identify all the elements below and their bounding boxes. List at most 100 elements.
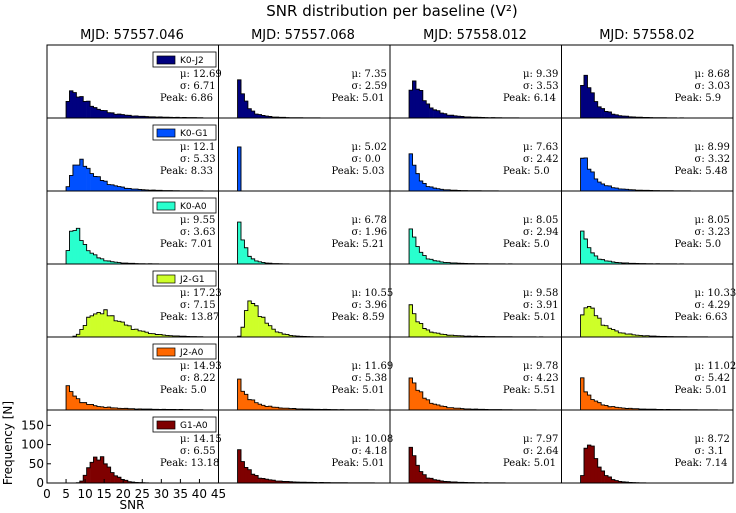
bar-r6-c2-4 (247, 469, 252, 483)
outline-r1-c1 (65, 90, 204, 119)
bar-r6-c3-9 (436, 480, 441, 483)
bar-r4-c3-16 (460, 335, 465, 337)
bar-r6-c2-3 (244, 467, 249, 483)
mu-r3-c1: μ: 9.55 (180, 215, 215, 226)
bar-r4-c1-26 (151, 333, 156, 337)
legend-label-1: K0-J2 (180, 56, 204, 66)
bar-r6-c2-13 (278, 481, 283, 483)
bar-r6-c3-11 (443, 481, 448, 483)
bar-r4-c4-20 (645, 335, 650, 337)
sigma-r6-c1: σ: 6.55 (180, 446, 216, 457)
bar-r1-c4-2 (583, 75, 588, 118)
bar-r5-c1-10 (96, 406, 101, 410)
bar-r3-c2-2 (240, 239, 245, 264)
bar-r3-c4-12 (618, 262, 623, 264)
legend-label-6: G1-A0 (180, 421, 208, 431)
bar-r1-c4-14 (625, 116, 629, 118)
legend-swatch-3 (156, 201, 176, 211)
sigma-r2-c1: σ: 5.33 (180, 154, 216, 165)
bar-r1-c1-8 (90, 106, 94, 118)
bar-r3-c2-1 (237, 222, 242, 264)
bar-r4-c2-8 (261, 317, 266, 337)
bar-r5-c1-13 (107, 407, 111, 410)
bar-r3-c3-2 (412, 237, 417, 264)
bar-r2-c4-3 (587, 169, 592, 191)
bar-r5-c4-1 (580, 377, 585, 410)
bar-r5-c2-18 (295, 408, 300, 410)
bar-r2-c1-2 (69, 175, 74, 191)
mu-r3-c3: μ: 8.05 (523, 215, 558, 226)
bar-r1-c2-10 (268, 116, 273, 118)
bar-r4-c3-15 (457, 335, 461, 337)
bar-r2-c4-14 (625, 189, 629, 191)
peak-r4-c4: Peak: 6.63 (675, 312, 728, 323)
bar-r4-c2-3 (244, 310, 249, 337)
bar-r3-c2-7 (258, 261, 262, 264)
bar-r2-c4-8 (604, 185, 609, 191)
x-tick-label-4: 15 (97, 487, 112, 501)
bar-r5-c3-18 (467, 408, 472, 410)
bar-r4-c3-10 (439, 334, 444, 337)
bar-r1-c4-11 (614, 114, 619, 118)
bar-r6-c2-8 (261, 478, 266, 483)
bar-r2-c1-17 (120, 187, 125, 191)
bar-r4-c2-14 (282, 334, 286, 337)
peak-r6-c2: Peak: 5.01 (332, 458, 385, 469)
bar-r4-c3-9 (436, 333, 441, 337)
bar-r5-c2-17 (292, 408, 297, 410)
bar-r3-c3-8 (433, 260, 437, 264)
bar-r4-c2-5 (251, 303, 256, 337)
bar-r1-c3-13 (450, 115, 454, 118)
bar-r5-c2-14 (282, 408, 286, 410)
mu-r4-c2: μ: 10.55 (352, 288, 394, 299)
x-tick-label-8: 35 (173, 487, 188, 501)
bar-r6-c4-10 (611, 479, 616, 483)
peak-r1-c2: Peak: 5.01 (332, 93, 385, 104)
bar-r5-c2-10 (268, 406, 273, 410)
sigma-r4-c4: σ: 4.29 (695, 300, 731, 311)
bar-r5-c1-1 (66, 385, 70, 410)
bar-r4-c4-11 (614, 330, 619, 337)
bar-r3-c1-8 (90, 253, 94, 264)
bar-r5-c4-3 (587, 395, 592, 410)
peak-r5-c3: Peak: 5.51 (503, 385, 556, 396)
bar-r1-c2-6 (254, 114, 259, 118)
bar-r5-c1-4 (76, 398, 81, 410)
bar-r5-c3-16 (460, 408, 465, 410)
bar-r2-c1-16 (117, 186, 122, 191)
bar-r4-c4-3 (587, 306, 592, 337)
bar-r3-c3-13 (450, 262, 454, 264)
bar-r5-c3-3 (415, 390, 420, 410)
bar-r4-c4-9 (608, 328, 612, 337)
sigma-r3-c2: σ: 1.96 (352, 227, 388, 238)
x-tick-label-1: 0 (43, 487, 51, 501)
bar-r4-c4-15 (628, 334, 633, 337)
bar-r4-c3-11 (443, 334, 448, 337)
bar-r4-c3-12 (446, 335, 451, 337)
bar-r4-c3-6 (426, 329, 430, 337)
bar-r1-c1-6 (83, 101, 87, 118)
bar-r4-c1-11 (100, 313, 105, 337)
bar-r4-c2-10 (268, 325, 273, 337)
bar-r5-c3-15 (457, 408, 461, 410)
bar-r6-c4-5 (594, 458, 599, 483)
bar-r2-c4-7 (601, 183, 605, 191)
bar-r1-c3-12 (446, 115, 451, 118)
bar-r4-c2-6 (254, 305, 259, 337)
bar-r5-c4-16 (632, 408, 636, 410)
bar-r4-c3-5 (422, 328, 427, 337)
bar-r3-c3-10 (439, 261, 444, 264)
bar-r2-c3-3 (415, 173, 420, 191)
legend-label-5: J2-A0 (179, 348, 204, 358)
bar-r4-c4-16 (632, 334, 636, 337)
mu-r5-c1: μ: 14.93 (180, 361, 222, 372)
bar-r1-c2-3 (244, 101, 249, 118)
bar-r6-c1-11 (100, 456, 105, 483)
bar-r5-c2-19 (299, 408, 304, 410)
x-tick-label-3: 10 (77, 487, 92, 501)
bar-r6-c1-14 (110, 472, 115, 483)
bar-r5-c1-22 (138, 408, 142, 410)
bar-r2-c3-7 (429, 186, 434, 191)
bar-r4-c4-12 (618, 332, 623, 337)
bar-r4-c1-21 (134, 329, 139, 337)
